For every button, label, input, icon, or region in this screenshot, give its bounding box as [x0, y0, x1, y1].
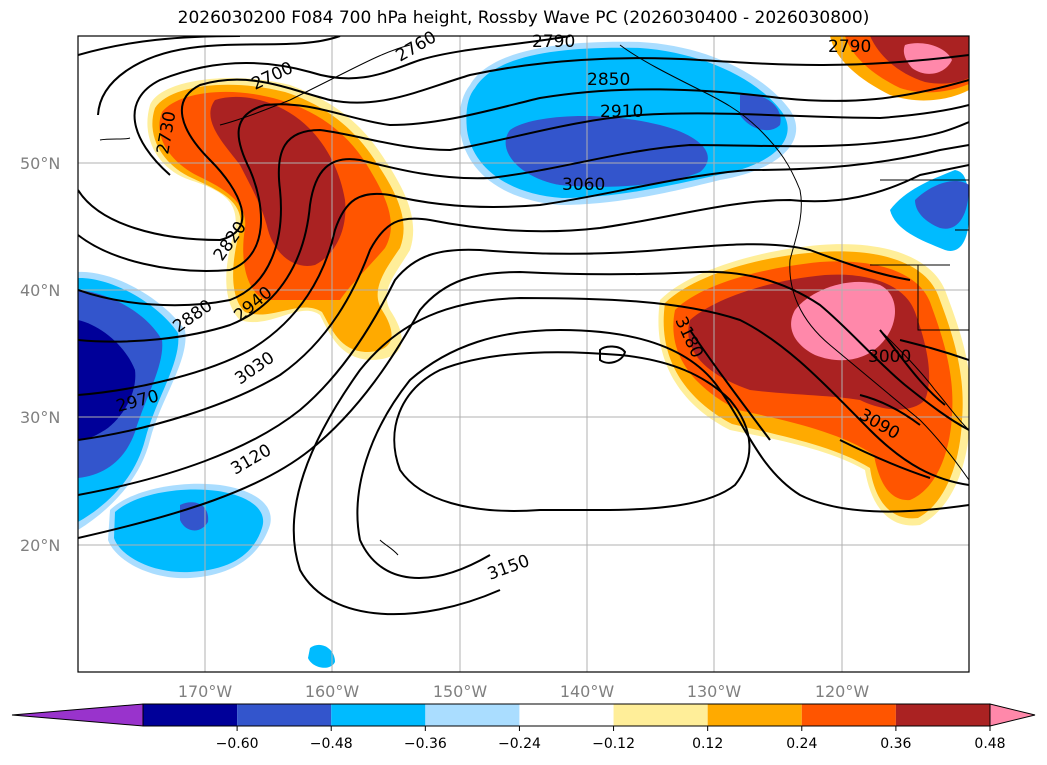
contour-label: 2850 [587, 70, 630, 90]
colorbar-tick-label: 0.24 [786, 736, 817, 752]
anomaly-shading [78, 36, 969, 668]
lat-tick-label: 50°N [20, 154, 60, 173]
colorbar-tick-label: −0.12 [592, 736, 635, 752]
colorbar-swatch [143, 704, 238, 726]
height-contours [78, 36, 969, 616]
contour-label: 3030 [231, 348, 278, 389]
colorbar-swatch [425, 704, 520, 726]
coastlines [99, 44, 969, 556]
lon-tick-labels: 170°W 160°W 150°W 140°W 130°W 120°W [178, 682, 870, 701]
contour-label: 3000 [868, 347, 911, 367]
contour-label: 2910 [600, 102, 643, 122]
colorbar-tick-label: 0.36 [880, 736, 911, 752]
colorbar-tick-label: 0.12 [692, 736, 723, 752]
lon-tick-label: 140°W [560, 682, 615, 701]
lat-tick-label: 30°N [20, 408, 60, 427]
lon-tick-label: 160°W [305, 682, 360, 701]
contour-label: 2790 [828, 37, 871, 57]
colorbar: −0.60 −0.48 −0.36 −0.24 −0.12 0.12 0.24 0.36 0.4… [11, 703, 1036, 752]
colorbar-swatch [519, 704, 614, 726]
colorbar-tick-label: −0.24 [498, 736, 541, 752]
contour-label: 3150 [485, 551, 532, 585]
colorbar-tick-label: −0.60 [216, 736, 259, 752]
lon-tick-label: 130°W [687, 682, 742, 701]
colorbar-swatch [237, 704, 332, 726]
lat-tick-label: 20°N [20, 536, 60, 555]
colorbar-tick-label: −0.48 [310, 736, 353, 752]
lon-tick-label: 150°W [433, 682, 488, 701]
colorbar-extend-high [989, 703, 1036, 727]
contour-label: 3060 [562, 175, 605, 195]
colorbar-frame [142, 703, 991, 727]
map-gridlines [78, 36, 969, 672]
colorbar-tick-label: −0.36 [404, 736, 447, 752]
colorbar-tick-label: 0.48 [974, 736, 1005, 752]
lat-tick-label: 40°N [20, 281, 60, 300]
contour-label: 2790 [532, 32, 575, 52]
colorbar-swatch [331, 704, 426, 726]
colorbar-swatch [613, 704, 708, 726]
map-frame [77, 35, 970, 673]
colorbar-extend-low [11, 703, 144, 727]
colorbar-swatch [895, 704, 990, 726]
lon-tick-label: 120°W [815, 682, 870, 701]
lon-tick-label: 170°W [178, 682, 233, 701]
lat-tick-labels: 50°N 40°N 30°N 20°N [20, 154, 60, 555]
colorbar-swatch [707, 704, 802, 726]
colorbar-swatch [801, 704, 896, 726]
contour-label: 3120 [228, 440, 275, 479]
map-title: 2026030200 F084 700 hPa height, Rossby W… [177, 8, 870, 28]
